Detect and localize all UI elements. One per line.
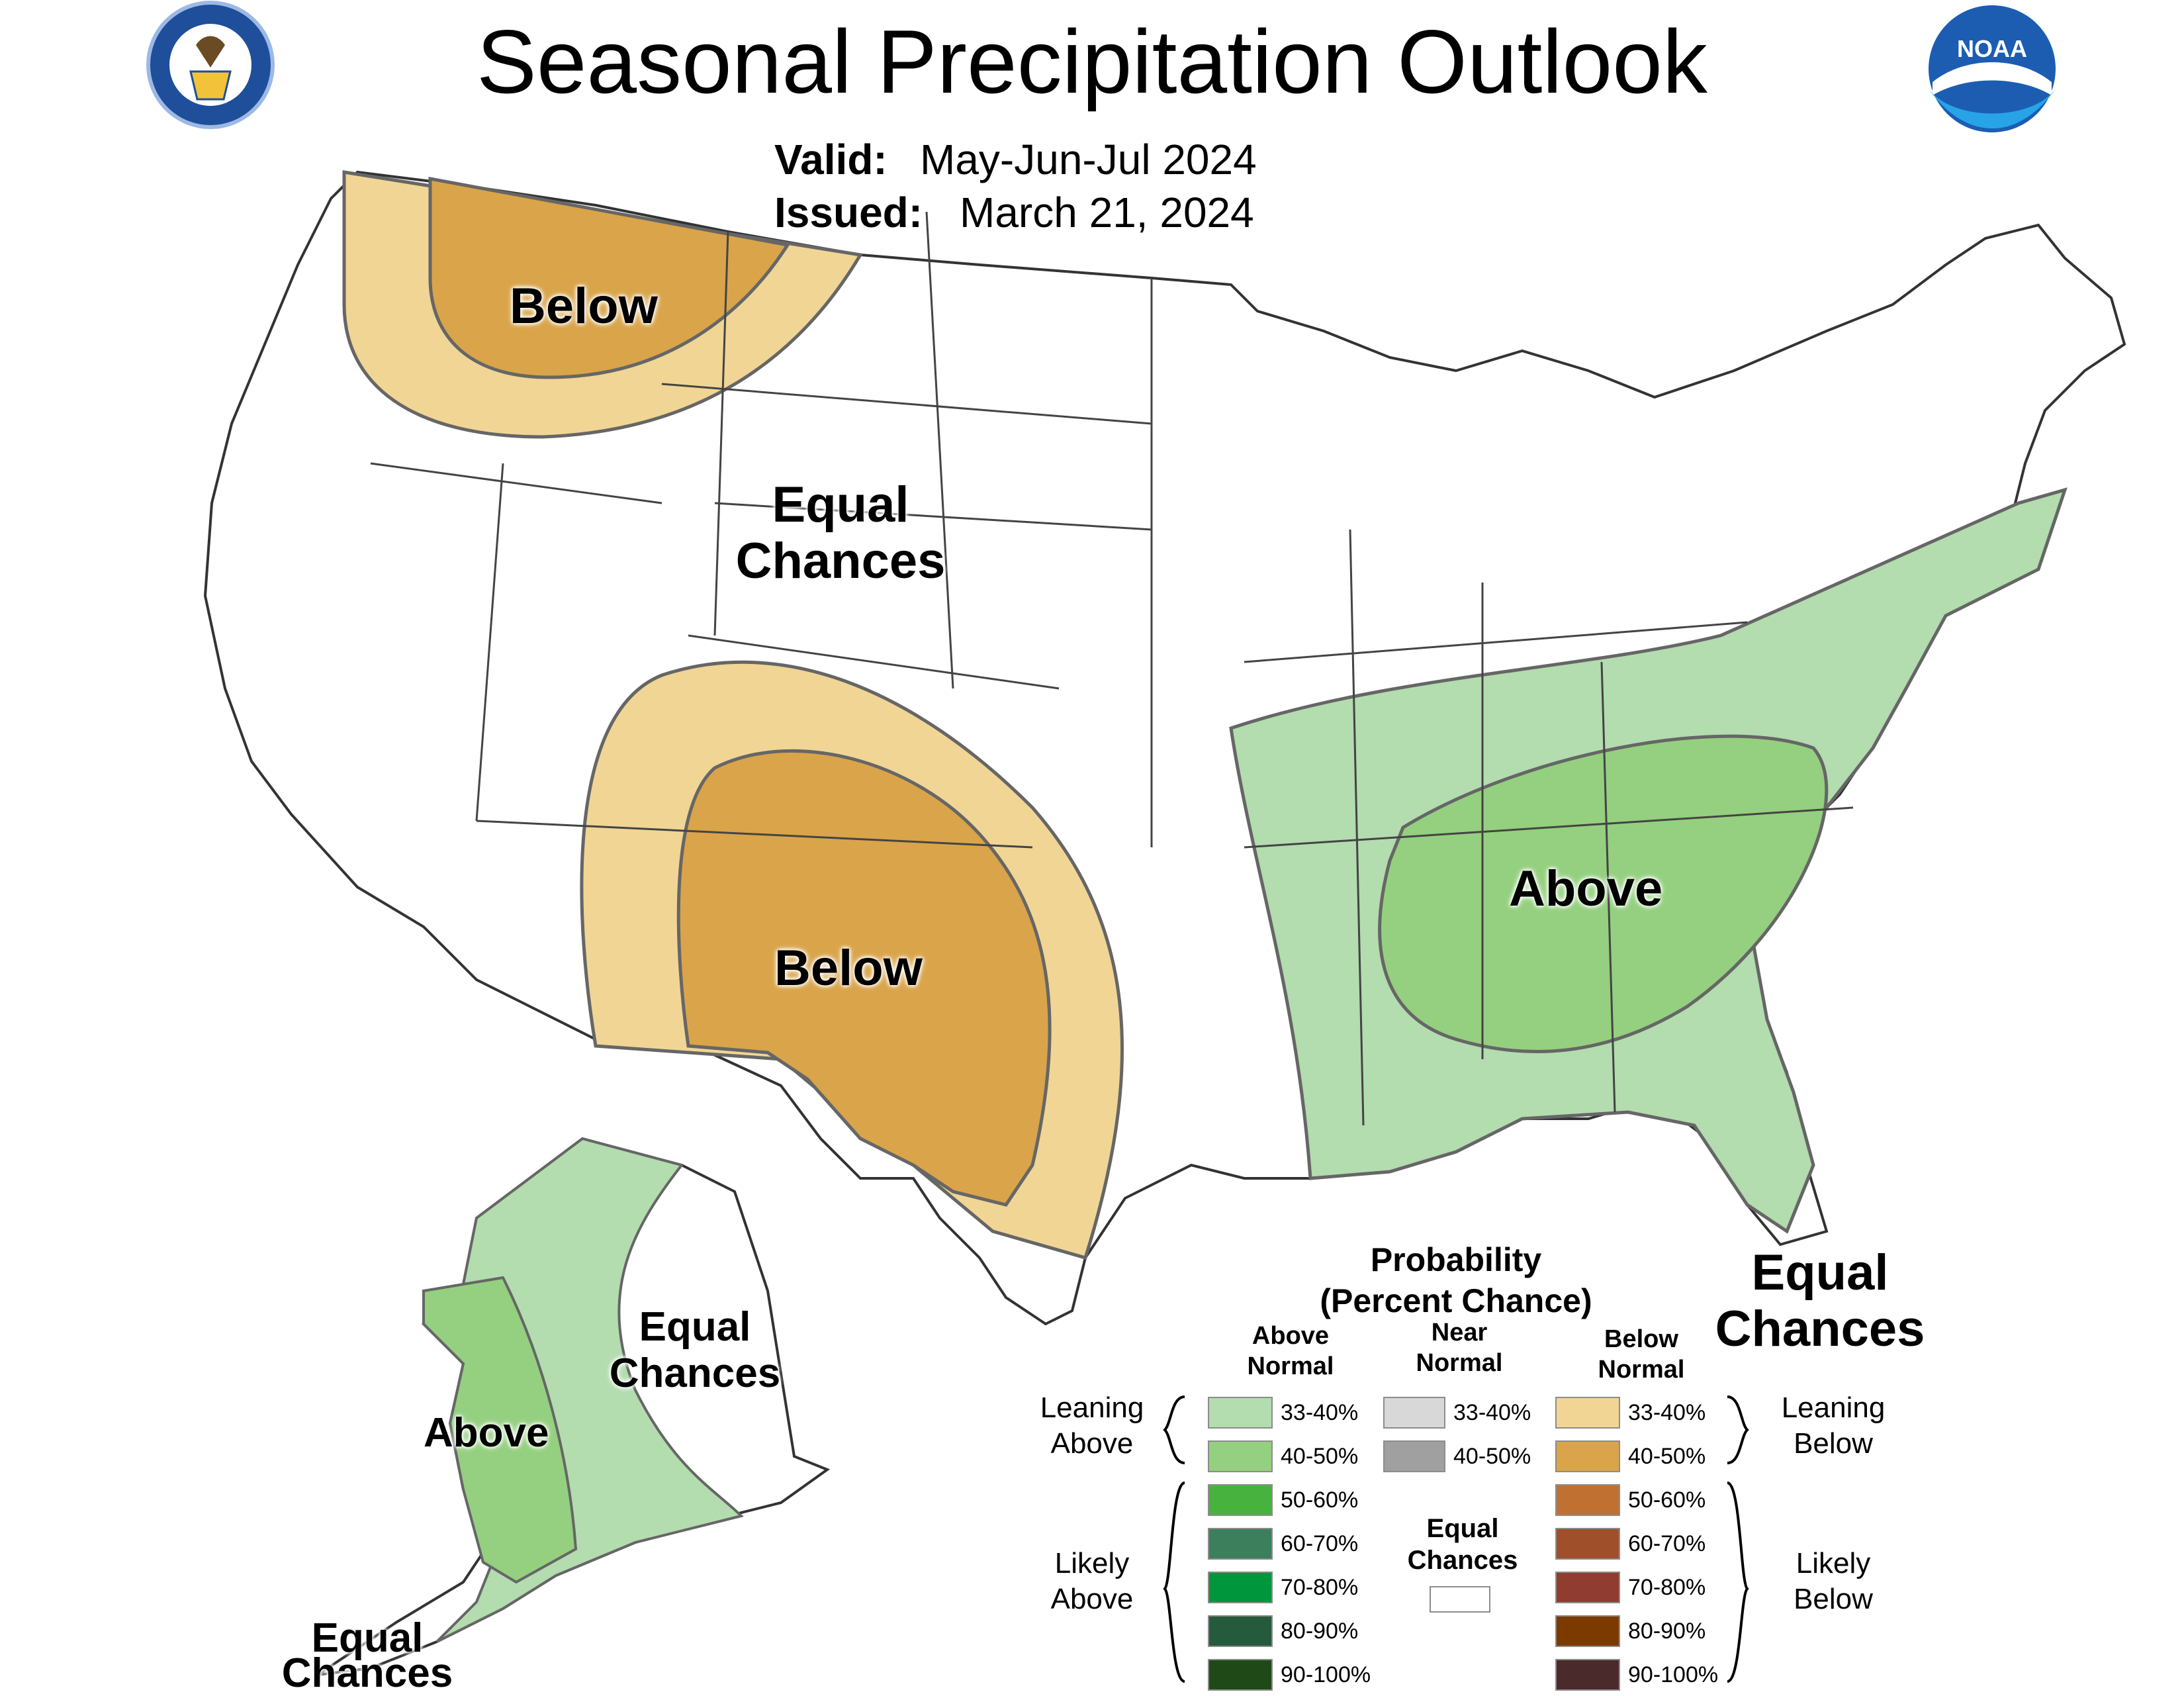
region-label-equal-2: Chances bbox=[735, 533, 946, 589]
state-borders bbox=[370, 211, 1854, 1126]
legend-above-range: 33-40% bbox=[1281, 1400, 1359, 1425]
legend-below-range: 60-70% bbox=[1628, 1531, 1706, 1556]
valid-label: Valid: bbox=[774, 136, 887, 183]
legend-likely-above-2: Above bbox=[1050, 1583, 1134, 1615]
region-label-ak-equal-1: Equal bbox=[639, 1304, 751, 1350]
legend-above-swatch bbox=[1208, 1484, 1273, 1516]
legend-above-swatch bbox=[1208, 1397, 1273, 1429]
legend-near-header-2: Normal bbox=[1416, 1349, 1503, 1377]
legend-above-header-2: Normal bbox=[1247, 1352, 1334, 1380]
legend-near-swatch bbox=[1383, 1397, 1445, 1429]
legend-leaning-above-2: Above bbox=[1050, 1427, 1134, 1460]
legend-equal-swatch bbox=[1430, 1586, 1490, 1613]
noaa-logo-text: NOAA bbox=[1957, 35, 2027, 62]
legend-below-range: 33-40% bbox=[1628, 1400, 1706, 1425]
legend-near-header-1: Near bbox=[1431, 1319, 1488, 1346]
legend-above-header-1: Above bbox=[1251, 1322, 1330, 1350]
legend-title-1: Probability bbox=[1370, 1241, 1542, 1278]
legend-equal-1: Equal bbox=[1426, 1514, 1499, 1543]
legend-below-range: 50-60% bbox=[1628, 1487, 1706, 1513]
legend-above-range: 40-50% bbox=[1281, 1444, 1359, 1469]
east-above-40 bbox=[1378, 734, 1829, 1053]
legend-leaning-below-1: Leaning bbox=[1781, 1391, 1886, 1424]
region-label-ak-above: Above bbox=[424, 1410, 549, 1456]
legend-below-range: 80-90% bbox=[1628, 1619, 1706, 1644]
legend-equal-2: Chances bbox=[1407, 1546, 1518, 1575]
legend-above-swatch bbox=[1208, 1440, 1273, 1472]
commerce-seal bbox=[146, 1, 275, 129]
legend-above-swatch bbox=[1208, 1615, 1273, 1647]
legend-below-header-1: Below bbox=[1604, 1325, 1678, 1353]
legend-above-swatch bbox=[1208, 1659, 1273, 1691]
legend-above-range: 90-100% bbox=[1281, 1662, 1371, 1687]
region-label-fl-equal-2: Chances bbox=[1715, 1301, 1925, 1357]
region-label-fl-equal-1: Equal bbox=[1751, 1245, 1889, 1301]
region-label-sw-below: Below bbox=[774, 940, 923, 996]
sw-below-40 bbox=[676, 749, 1052, 1207]
legend-likely-below-2: Below bbox=[1794, 1583, 1873, 1615]
legend-near-range: 33-40% bbox=[1453, 1400, 1531, 1425]
legend-leaning-above-1: Leaning bbox=[1040, 1391, 1144, 1424]
legend-below-swatch bbox=[1555, 1484, 1620, 1516]
legend-below-swatch bbox=[1555, 1572, 1620, 1603]
legend-above-range: 60-70% bbox=[1281, 1531, 1359, 1556]
page-title: Seasonal Precipitation Outlook bbox=[477, 11, 1707, 112]
legend-title-2: (Percent Chance) bbox=[1320, 1282, 1592, 1319]
region-label-ak-equal-2: Chances bbox=[609, 1350, 781, 1396]
valid-value: May-Jun-Jul 2024 bbox=[920, 136, 1257, 183]
region-label-ak-sw-equal-2: Chances bbox=[281, 1650, 453, 1696]
legend-leaning-below-2: Below bbox=[1794, 1427, 1873, 1460]
legend-below-swatch bbox=[1555, 1397, 1620, 1429]
legend-above-swatch bbox=[1208, 1572, 1273, 1603]
legend-likely-above-1: Likely bbox=[1054, 1547, 1130, 1579]
legend-above-range: 70-80% bbox=[1281, 1575, 1359, 1600]
legend-above-swatch bbox=[1208, 1528, 1273, 1560]
legend-near-swatch bbox=[1383, 1440, 1445, 1472]
legend-likely-below-1: Likely bbox=[1796, 1547, 1871, 1579]
region-label-se-above: Above bbox=[1509, 861, 1663, 917]
region-label-ak-sw-equal-1: Equal bbox=[311, 1615, 424, 1661]
legend-above-range: 50-60% bbox=[1281, 1487, 1359, 1513]
issued-value: March 21, 2024 bbox=[960, 189, 1254, 236]
nw-below-40 bbox=[428, 176, 791, 379]
issued-label: Issued: bbox=[774, 189, 923, 236]
legend-below-header-2: Normal bbox=[1598, 1356, 1685, 1384]
legend-braces bbox=[1163, 1395, 1749, 1683]
legend-below-swatch bbox=[1555, 1615, 1620, 1647]
legend-below-range: 90-100% bbox=[1628, 1662, 1719, 1687]
legend-below-range: 70-80% bbox=[1628, 1575, 1706, 1600]
ak-above-40 bbox=[422, 1276, 578, 1584]
noaa-logo: NOAA bbox=[1929, 5, 2056, 132]
legend-below-swatch bbox=[1555, 1528, 1620, 1560]
legend-above-range: 80-90% bbox=[1281, 1619, 1359, 1644]
legend-below-swatch bbox=[1555, 1659, 1620, 1691]
region-label-equal-1: Equal bbox=[772, 477, 909, 533]
legend-below-range: 40-50% bbox=[1628, 1444, 1706, 1469]
legend-near-range: 40-50% bbox=[1453, 1444, 1531, 1469]
legend-below-swatch bbox=[1555, 1440, 1620, 1472]
region-label-nw-below: Below bbox=[510, 278, 658, 334]
